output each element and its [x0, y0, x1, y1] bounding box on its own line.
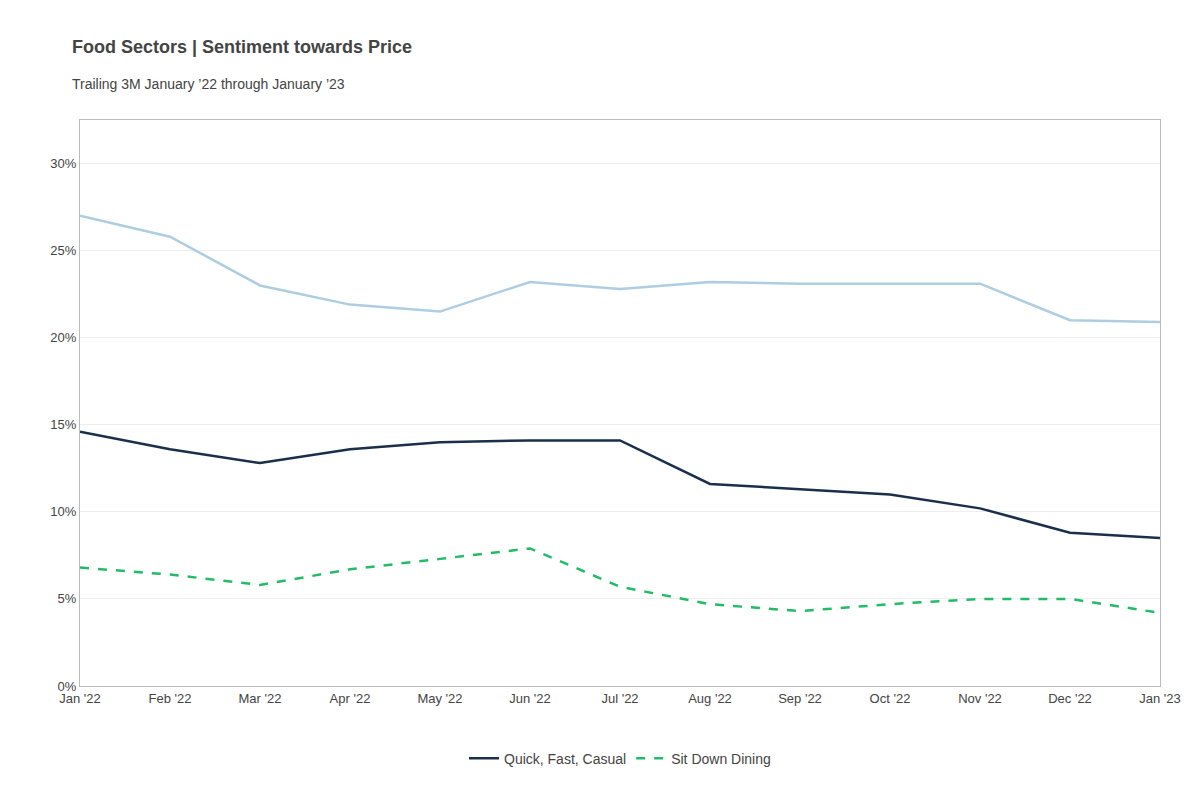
svg-text:30%: 30% [50, 156, 76, 171]
svg-text:20%: 20% [50, 330, 76, 345]
svg-text:0%: 0% [58, 679, 77, 694]
svg-text:5%: 5% [58, 591, 77, 606]
svg-text:Aug '22: Aug '22 [688, 691, 732, 706]
svg-text:Jan '23: Jan '23 [1139, 691, 1181, 706]
svg-text:Apr '22: Apr '22 [330, 691, 371, 706]
svg-text:Jun '22: Jun '22 [509, 691, 551, 706]
svg-text:Dec '22: Dec '22 [1048, 691, 1092, 706]
svg-text:May '22: May '22 [417, 691, 462, 706]
svg-text:Sit Down Dining: Sit Down Dining [671, 751, 771, 767]
svg-text:Quick, Fast, Casual: Quick, Fast, Casual [504, 751, 626, 767]
svg-text:10%: 10% [50, 504, 76, 519]
svg-text:15%: 15% [50, 417, 76, 432]
svg-text:Feb '22: Feb '22 [149, 691, 192, 706]
svg-text:Food Sectors | Sentiment towar: Food Sectors | Sentiment towards Price [72, 37, 412, 57]
svg-text:Oct '22: Oct '22 [870, 691, 911, 706]
svg-text:Mar '22: Mar '22 [239, 691, 282, 706]
svg-text:Nov '22: Nov '22 [958, 691, 1002, 706]
svg-text:Trailing 3M January ’22 throug: Trailing 3M January ’22 through January … [72, 76, 345, 92]
svg-text:Jan '22: Jan '22 [59, 691, 101, 706]
svg-text:Sep '22: Sep '22 [778, 691, 822, 706]
svg-text:25%: 25% [50, 243, 76, 258]
svg-text:Jul '22: Jul '22 [601, 691, 638, 706]
